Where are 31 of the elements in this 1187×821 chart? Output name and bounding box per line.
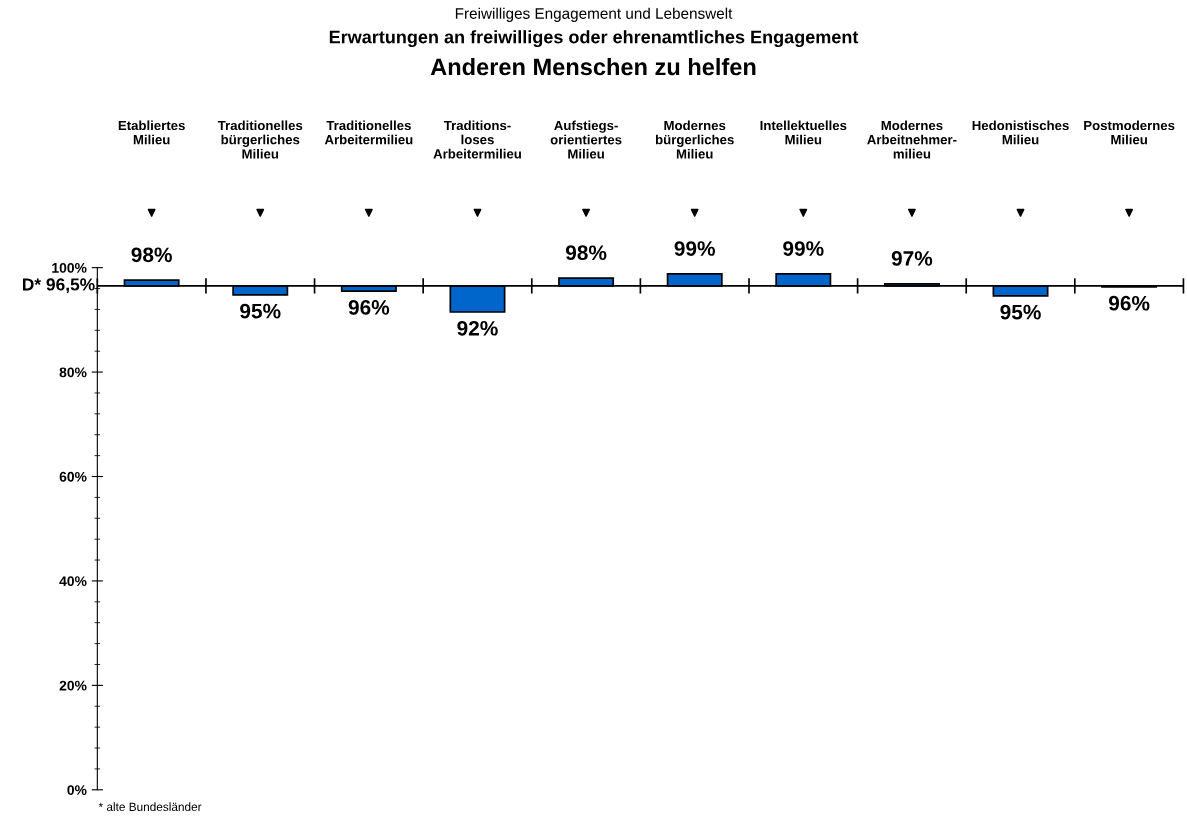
data-label: 92% bbox=[457, 320, 498, 336]
data-label: 98% bbox=[565, 245, 607, 261]
y-tick-label: 20% bbox=[59, 680, 87, 691]
text: * alte Bundesländer bbox=[98, 802, 202, 812]
x-tick-label: Hedonistisches Milieu bbox=[972, 120, 1069, 145]
data-label: 95% bbox=[1000, 304, 1041, 320]
x-tick-label: Postmodernes Milieu bbox=[1084, 120, 1175, 145]
x-tick-label: Traditionelles Arbeitermilieu bbox=[324, 120, 413, 145]
data-label: 96% bbox=[1109, 295, 1150, 311]
x-tick-label: Aufstiegs- orientiertes Milieu bbox=[550, 120, 622, 159]
chart-title: Erwartungen an freiwilliges oder ehrenamtliches Engagement bbox=[329, 30, 859, 48]
chart-subtitle: Anderen Menschen zu helfen bbox=[430, 57, 756, 76]
x-tick-label: Modernes bürgerliches Milieu bbox=[655, 120, 734, 159]
y-tick-label: 40% bbox=[59, 576, 87, 587]
text: Freiwilliges Engagement und Lebenswelt bbox=[455, 7, 733, 22]
data-label: 95% bbox=[240, 303, 281, 319]
y-tick-label: 80% bbox=[59, 367, 87, 378]
ref-line-label: D* 96,5% bbox=[22, 278, 95, 294]
x-tick-label: Traditions- loses Arbeitermilieu bbox=[433, 120, 521, 159]
y-tick-label: 0% bbox=[67, 785, 87, 795]
data-label: 97% bbox=[891, 251, 933, 266]
data-label: 98% bbox=[131, 247, 172, 263]
data-label: 96% bbox=[348, 300, 390, 315]
y-tick-label: 60% bbox=[59, 471, 87, 482]
x-tick-label: Modernes Arbeitnehmer- milieu bbox=[867, 120, 957, 159]
data-label: 99% bbox=[674, 241, 715, 256]
y-tick-label: 100% bbox=[52, 262, 87, 273]
x-tick-label: Traditionelles bürgerliches Milieu bbox=[217, 120, 303, 159]
x-tick-label: Intellektuelles Milieu bbox=[760, 120, 847, 145]
data-label: 99% bbox=[783, 241, 824, 256]
x-tick-label: Etabliertes Milieu bbox=[118, 120, 185, 145]
